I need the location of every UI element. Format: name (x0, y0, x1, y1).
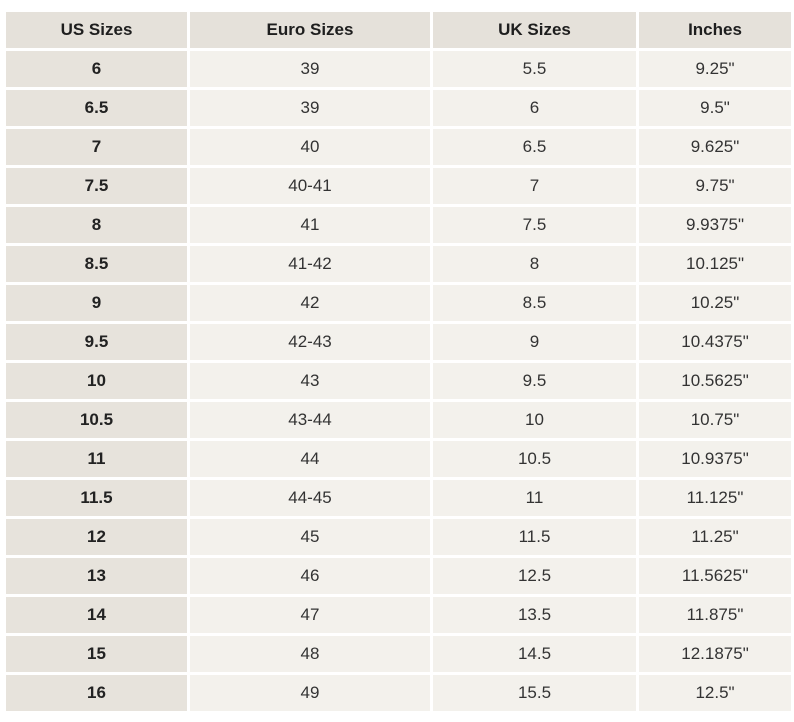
size-chart-table: US Sizes Euro Sizes UK Sizes Inches 6 39 5… (3, 9, 794, 714)
euro-size-cell: 48 (190, 636, 430, 672)
inches-cell: 10.9375" (639, 441, 791, 477)
inches-cell: 11.125" (639, 480, 791, 516)
table-row: 10.5 43-44 10 10.75" (6, 402, 791, 438)
euro-size-cell: 39 (190, 51, 430, 87)
table-row: 8 41 7.5 9.9375" (6, 207, 791, 243)
euro-size-cell: 44 (190, 441, 430, 477)
us-size-cell: 15 (6, 636, 187, 672)
inches-cell: 11.875" (639, 597, 791, 633)
us-size-cell: 9 (6, 285, 187, 321)
uk-size-cell: 6 (433, 90, 636, 126)
table-row: 10 43 9.5 10.5625" (6, 363, 791, 399)
us-size-cell: 14 (6, 597, 187, 633)
table-row: 9 42 8.5 10.25" (6, 285, 791, 321)
uk-size-cell: 9.5 (433, 363, 636, 399)
euro-size-cell: 43 (190, 363, 430, 399)
inches-cell: 10.5625" (639, 363, 791, 399)
us-size-cell: 7 (6, 129, 187, 165)
table-row: 6 39 5.5 9.25" (6, 51, 791, 87)
inches-cell: 10.4375" (639, 324, 791, 360)
us-size-cell: 13 (6, 558, 187, 594)
inches-cell: 10.25" (639, 285, 791, 321)
table-row: 15 48 14.5 12.1875" (6, 636, 791, 672)
us-size-cell: 6.5 (6, 90, 187, 126)
uk-size-cell: 6.5 (433, 129, 636, 165)
inches-cell: 10.125" (639, 246, 791, 282)
inches-cell: 9.25" (639, 51, 791, 87)
us-size-cell: 7.5 (6, 168, 187, 204)
inches-cell: 12.1875" (639, 636, 791, 672)
table-row: 13 46 12.5 11.5625" (6, 558, 791, 594)
header-euro-sizes: Euro Sizes (190, 12, 430, 48)
euro-size-cell: 41 (190, 207, 430, 243)
euro-size-cell: 44-45 (190, 480, 430, 516)
us-size-cell: 9.5 (6, 324, 187, 360)
euro-size-cell: 47 (190, 597, 430, 633)
uk-size-cell: 5.5 (433, 51, 636, 87)
euro-size-cell: 40 (190, 129, 430, 165)
us-size-cell: 12 (6, 519, 187, 555)
us-size-cell: 10.5 (6, 402, 187, 438)
table-row: 11 44 10.5 10.9375" (6, 441, 791, 477)
table-row: 7 40 6.5 9.625" (6, 129, 791, 165)
inches-cell: 11.25" (639, 519, 791, 555)
table-row: 16 49 15.5 12.5" (6, 675, 791, 711)
uk-size-cell: 12.5 (433, 558, 636, 594)
us-size-cell: 8 (6, 207, 187, 243)
uk-size-cell: 11.5 (433, 519, 636, 555)
uk-size-cell: 15.5 (433, 675, 636, 711)
table-row: 14 47 13.5 11.875" (6, 597, 791, 633)
inches-cell: 11.5625" (639, 558, 791, 594)
euro-size-cell: 42 (190, 285, 430, 321)
inches-cell: 9.9375" (639, 207, 791, 243)
uk-size-cell: 9 (433, 324, 636, 360)
uk-size-cell: 11 (433, 480, 636, 516)
inches-cell: 12.5" (639, 675, 791, 711)
euro-size-cell: 43-44 (190, 402, 430, 438)
uk-size-cell: 13.5 (433, 597, 636, 633)
inches-cell: 9.5" (639, 90, 791, 126)
table-row: 11.5 44-45 11 11.125" (6, 480, 791, 516)
table-row: 9.5 42-43 9 10.4375" (6, 324, 791, 360)
uk-size-cell: 7.5 (433, 207, 636, 243)
uk-size-cell: 10 (433, 402, 636, 438)
table-row: 12 45 11.5 11.25" (6, 519, 791, 555)
header-uk-sizes: UK Sizes (433, 12, 636, 48)
us-size-cell: 10 (6, 363, 187, 399)
euro-size-cell: 42-43 (190, 324, 430, 360)
header-inches: Inches (639, 12, 791, 48)
uk-size-cell: 8.5 (433, 285, 636, 321)
euro-size-cell: 49 (190, 675, 430, 711)
header-us-sizes: US Sizes (6, 12, 187, 48)
us-size-cell: 11 (6, 441, 187, 477)
us-size-cell: 16 (6, 675, 187, 711)
uk-size-cell: 10.5 (433, 441, 636, 477)
header-row: US Sizes Euro Sizes UK Sizes Inches (6, 12, 791, 48)
inches-cell: 9.625" (639, 129, 791, 165)
uk-size-cell: 7 (433, 168, 636, 204)
euro-size-cell: 40-41 (190, 168, 430, 204)
us-size-cell: 8.5 (6, 246, 187, 282)
uk-size-cell: 14.5 (433, 636, 636, 672)
table-row: 6.5 39 6 9.5" (6, 90, 791, 126)
uk-size-cell: 8 (433, 246, 636, 282)
us-size-cell: 6 (6, 51, 187, 87)
us-size-cell: 11.5 (6, 480, 187, 516)
table-row: 7.5 40-41 7 9.75" (6, 168, 791, 204)
table-row: 8.5 41-42 8 10.125" (6, 246, 791, 282)
euro-size-cell: 41-42 (190, 246, 430, 282)
inches-cell: 10.75" (639, 402, 791, 438)
euro-size-cell: 45 (190, 519, 430, 555)
inches-cell: 9.75" (639, 168, 791, 204)
euro-size-cell: 39 (190, 90, 430, 126)
euro-size-cell: 46 (190, 558, 430, 594)
